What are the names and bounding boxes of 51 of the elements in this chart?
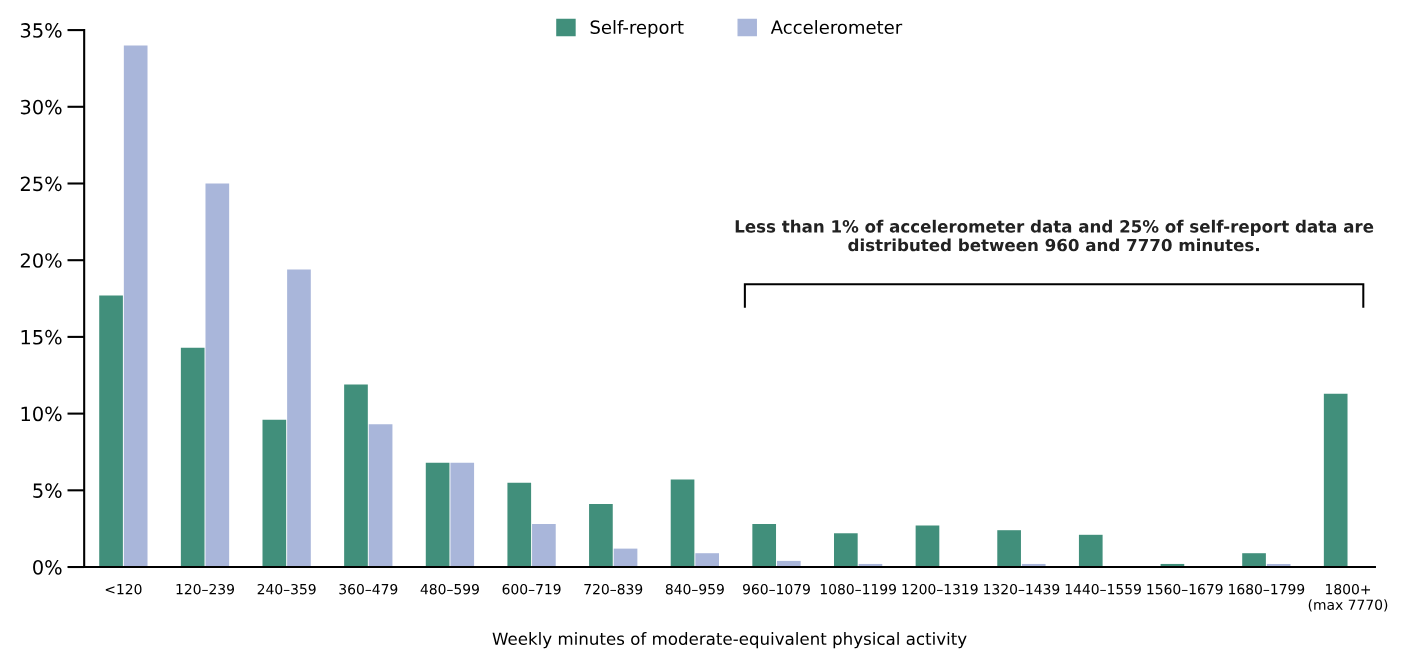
bar	[99, 295, 123, 568]
bar	[695, 553, 720, 568]
x-tick-label: 1560–1679	[1147, 583, 1223, 595]
bar	[834, 533, 858, 568]
bar	[368, 424, 393, 568]
bar	[507, 482, 532, 568]
x-tick-label: 1680–1799	[1229, 583, 1305, 595]
annotation: Less than 1% of accelerometer data and 25% of self-report data are distributed between 960 and 7770 minutes.	[735, 219, 1374, 252]
x-tick-label: 960–1079	[742, 583, 810, 595]
bar	[532, 524, 556, 568]
x-tick-label: 1800+ (max 7770)	[1308, 583, 1388, 612]
x-tick-label: 840–959	[665, 583, 724, 595]
legend-label: Accelerometer	[770, 20, 903, 35]
x-tick-label: 240–359	[257, 583, 316, 595]
bar	[344, 384, 368, 568]
y-tick-label: 5%	[33, 483, 62, 498]
bar	[670, 479, 695, 568]
x-tick-label: 1200–1319	[902, 583, 978, 595]
x-axis-title: Weekly minutes of moderate-equivalent physical activity	[492, 632, 967, 649]
y-tick-label: 20%	[20, 253, 62, 268]
bar	[915, 525, 940, 568]
bar	[1242, 553, 1266, 568]
bar	[1323, 393, 1348, 568]
bar	[205, 183, 230, 568]
x-tick-label: 120–239	[176, 583, 235, 595]
y-tick-label: 30%	[20, 99, 62, 115]
bar	[1078, 534, 1103, 568]
y-tick-label: 0%	[33, 559, 62, 575]
bar	[180, 347, 205, 568]
x-tick-label: <120	[105, 583, 142, 595]
bar	[425, 462, 450, 568]
bar	[450, 462, 475, 568]
legend-label: Self-report	[590, 20, 684, 38]
bar	[287, 269, 311, 568]
x-tick-label: 1440–1559	[1065, 583, 1141, 595]
bar	[262, 419, 287, 568]
bar	[589, 504, 613, 568]
x-tick-label: 360–479	[339, 583, 398, 595]
bar	[123, 45, 148, 568]
x-tick-label: 1080–1199	[820, 583, 896, 595]
x-tick-label: 480–599	[420, 583, 479, 595]
y-tick-label: 35%	[20, 23, 62, 38]
y-tick-label: 10%	[21, 406, 62, 422]
bar	[997, 530, 1021, 568]
x-tick-label: 720–839	[584, 583, 643, 595]
bar	[752, 524, 777, 568]
x-tick-label: 1320–1439	[984, 583, 1060, 595]
x-tick-label: 600–719	[502, 583, 561, 595]
y-tick-label: 25%	[20, 176, 62, 192]
bar	[613, 548, 638, 568]
y-tick-label: 15%	[21, 329, 62, 345]
